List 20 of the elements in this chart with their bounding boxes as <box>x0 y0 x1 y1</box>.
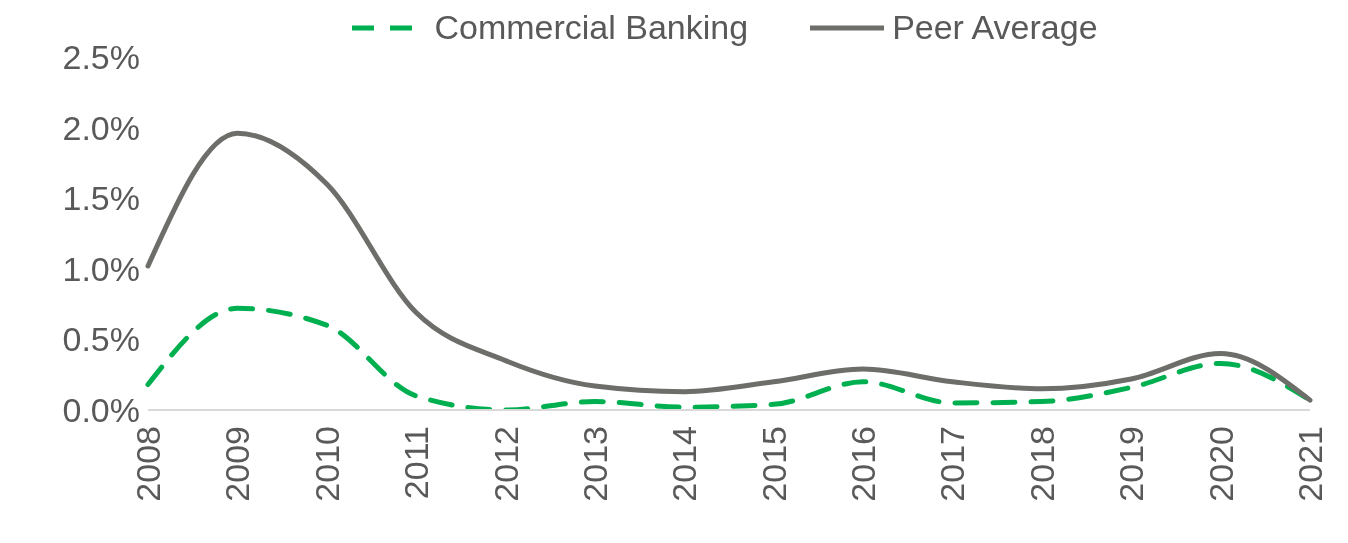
x-tick-label: 2013 <box>575 426 614 502</box>
x-tick-label: 2021 <box>1291 426 1329 502</box>
x-tick-label: 2011 <box>397 426 436 500</box>
y-tick-label: 0.5% <box>62 320 140 359</box>
x-tick-label: 2018 <box>1022 426 1061 502</box>
x-tick-label: 2010 <box>307 426 346 502</box>
x-tick-label: 2015 <box>754 426 793 502</box>
x-tick-label: 2016 <box>844 426 883 502</box>
y-tick-label: 1.5% <box>62 179 140 218</box>
legend-label: Peer Average <box>892 8 1098 47</box>
y-tick-label: 2.0% <box>62 108 140 147</box>
x-tick-label: 2009 <box>218 426 257 502</box>
x-tick-label: 2017 <box>933 426 972 502</box>
legend-label: Commercial Banking <box>434 8 749 47</box>
x-tick-label: 2012 <box>486 426 525 502</box>
x-tick-label: 2019 <box>1112 426 1151 502</box>
y-tick-label: 1.0% <box>62 249 140 288</box>
x-tick-label: 2020 <box>1201 426 1240 502</box>
x-tick-label: 2014 <box>665 426 704 502</box>
y-tick-label: 2.5% <box>62 38 140 77</box>
